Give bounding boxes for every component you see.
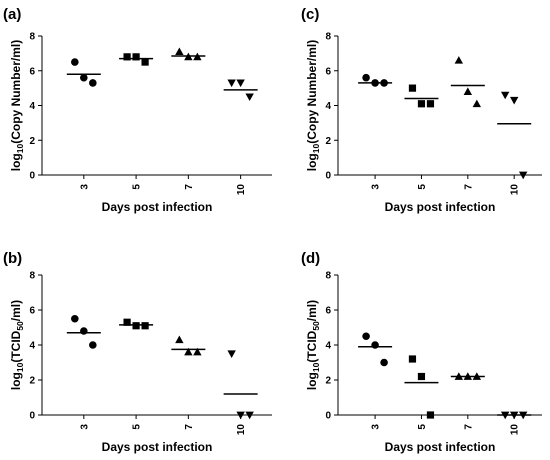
x-tick-label: 5 — [417, 184, 428, 190]
data-point-square — [123, 318, 131, 326]
data-point-triangle-up — [184, 347, 193, 356]
data-point-circle — [380, 358, 388, 367]
data-point-triangle-down — [227, 79, 236, 88]
y-tick-label: 2 — [325, 136, 331, 147]
y-axis-title: log10(Copy Number/ml) — [9, 40, 25, 171]
data-point-square — [426, 411, 435, 419]
data-point-circle — [89, 79, 97, 87]
x-tick-label: 10 — [510, 184, 521, 196]
y-tick-label: 4 — [325, 341, 331, 352]
data-point-triangle-up — [193, 347, 202, 356]
data-point-square — [408, 84, 417, 92]
data-point-triangle-up — [175, 47, 184, 55]
data-point-circle — [71, 314, 79, 323]
y-axis-title: log10(TCID50/ml) — [9, 300, 25, 390]
x-tick-label: 3 — [79, 424, 90, 430]
data-point-square — [417, 372, 426, 381]
y-tick-label: 6 — [29, 66, 35, 77]
x-axis-title: Days post infection — [102, 440, 213, 454]
data-point-triangle-down — [245, 411, 254, 420]
data-point-square — [426, 100, 435, 108]
y-tick-label: 8 — [29, 271, 35, 282]
x-tick-label: 5 — [132, 424, 143, 430]
data-point-circle — [80, 73, 88, 82]
x-tick-label: 7 — [184, 424, 195, 430]
x-tick-label: 3 — [371, 424, 382, 430]
y-tick-label: 8 — [325, 271, 331, 282]
data-point-triangle-down — [236, 411, 245, 420]
data-point-circle — [362, 73, 370, 82]
data-point-triangle-down — [236, 79, 245, 88]
data-point-triangle-up — [463, 87, 473, 95]
data-point-square — [417, 100, 426, 108]
data-point-triangle-down — [227, 350, 236, 358]
panel-label: (c) — [301, 6, 319, 23]
y-tick-label: 2 — [325, 376, 331, 387]
y-tick-label: 8 — [29, 32, 35, 43]
data-point-triangle-up — [472, 99, 482, 108]
x-tick-label: 3 — [371, 184, 382, 190]
data-point-circle — [362, 332, 370, 341]
data-point-square — [123, 53, 131, 61]
data-point-square — [132, 53, 140, 61]
chart-panel-c: (c) 0 2 4 6 8 3 5 7 10 Days post infection log10(Co… — [301, 6, 542, 214]
data-point-triangle-down — [509, 96, 519, 105]
x-tick-label: 10 — [236, 184, 247, 196]
x-axis-title: Days post infection — [385, 200, 496, 214]
x-tick-label: 5 — [417, 424, 428, 430]
x-tick-label: 7 — [463, 424, 474, 430]
panel-label: (a) — [3, 6, 21, 23]
y-tick-label: 0 — [325, 171, 331, 182]
data-point-square — [132, 322, 140, 330]
y-tick-label: 0 — [29, 411, 35, 422]
chart-panel-b: (b) 0 2 4 6 8 3 5 7 10 Days post infection log10(TC… — [3, 250, 272, 454]
y-tick-label: 4 — [325, 101, 331, 112]
y-tick-label: 0 — [325, 411, 331, 422]
data-point-triangle-up — [175, 335, 184, 344]
data-point-triangle-up — [454, 56, 464, 64]
data-point-circle — [89, 341, 97, 349]
y-tick-label: 2 — [29, 376, 35, 387]
x-axis-title: Days post infection — [385, 440, 496, 454]
y-axis-title: log10(Copy Number/ml) — [305, 40, 321, 171]
data-point-square — [141, 322, 149, 330]
x-tick-label: 10 — [236, 424, 247, 436]
data-point-circle — [80, 327, 88, 335]
x-tick-label: 10 — [510, 424, 521, 436]
x-tick-label: 3 — [79, 184, 90, 190]
y-tick-label: 4 — [29, 341, 35, 352]
y-tick-label: 6 — [325, 306, 331, 317]
y-tick-label: 4 — [29, 101, 35, 112]
data-point-triangle-down — [245, 93, 254, 102]
x-tick-label: 7 — [184, 184, 195, 190]
data-point-triangle-down — [518, 171, 528, 180]
chart-panel-a: (a) 0 2 4 6 8 3 5 7 10 Days post infection log10(Co… — [3, 6, 272, 214]
y-tick-label: 6 — [325, 66, 331, 77]
panel-label: (b) — [3, 250, 22, 267]
y-tick-label: 2 — [29, 136, 35, 147]
y-tick-label: 0 — [29, 171, 35, 182]
y-axis-title: log10(TCID50/ml) — [305, 300, 321, 390]
data-point-circle — [71, 58, 79, 66]
panel-label: (d) — [301, 250, 320, 267]
x-tick-label: 5 — [132, 184, 143, 190]
x-axis-title: Days post infection — [102, 200, 213, 214]
y-tick-label: 8 — [325, 32, 331, 43]
chart-panel-d: (d) 0 2 4 6 8 3 5 7 10 Days post infection log10(TC… — [301, 250, 542, 454]
data-point-triangle-down — [500, 91, 510, 100]
x-tick-label: 7 — [463, 184, 474, 190]
data-point-circle — [371, 341, 379, 349]
data-point-square — [408, 355, 417, 363]
y-tick-label: 6 — [29, 306, 35, 317]
data-point-square — [141, 58, 149, 66]
